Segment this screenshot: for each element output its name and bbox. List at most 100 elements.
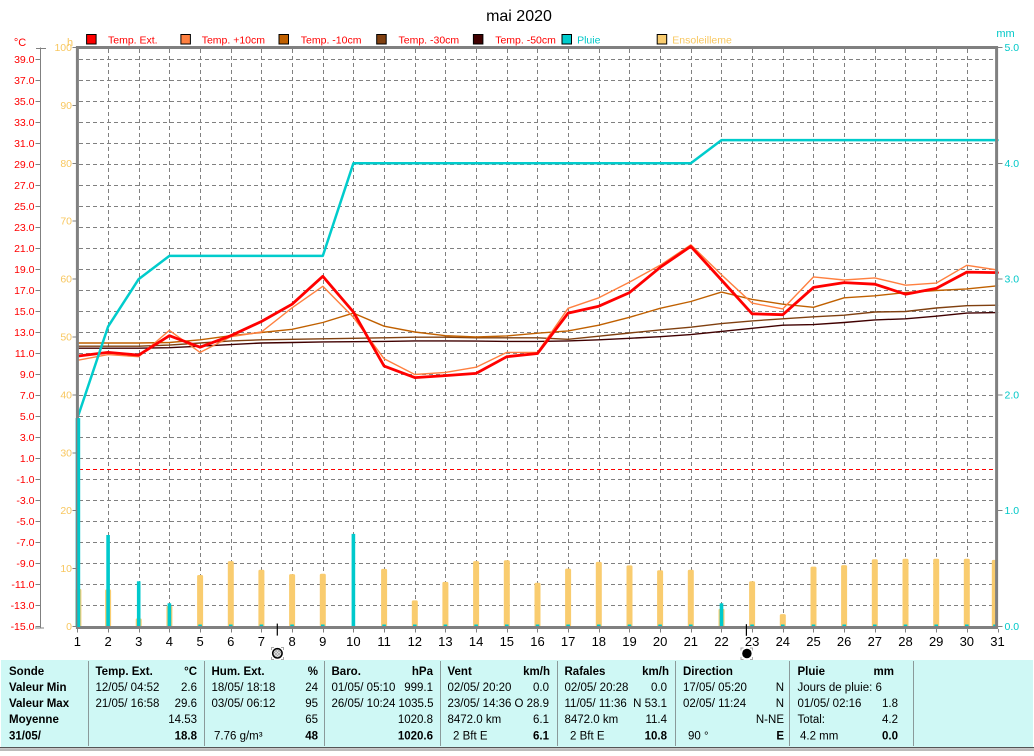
svg-text:1035.5: 1035.5 bbox=[398, 698, 433, 710]
svg-text:10: 10 bbox=[346, 634, 360, 649]
svg-text:100: 100 bbox=[54, 42, 72, 54]
svg-text:30: 30 bbox=[960, 634, 974, 649]
svg-text:1: 1 bbox=[74, 634, 81, 649]
svg-text:70: 70 bbox=[60, 216, 72, 228]
svg-text:1.8: 1.8 bbox=[882, 698, 898, 710]
svg-text:0: 0 bbox=[66, 621, 72, 633]
svg-text:24: 24 bbox=[776, 634, 790, 649]
svg-text:0.0: 0.0 bbox=[1005, 621, 1020, 633]
svg-text:8472.0 km: 8472.0 km bbox=[448, 714, 502, 726]
svg-text:7.0: 7.0 bbox=[20, 390, 35, 402]
svg-text:Temp. -30cm: Temp. -30cm bbox=[399, 35, 460, 47]
svg-text:29.6: 29.6 bbox=[175, 698, 197, 710]
svg-text:Jours de pluie: 6: Jours de pluie: 6 bbox=[798, 682, 882, 694]
svg-text:2.6: 2.6 bbox=[181, 682, 197, 694]
svg-text:25.0: 25.0 bbox=[14, 201, 35, 213]
svg-text:11.4: 11.4 bbox=[645, 714, 667, 726]
svg-text:11/05/ 11:36: 11/05/ 11:36 bbox=[565, 698, 627, 710]
svg-text:3.0: 3.0 bbox=[20, 432, 35, 444]
svg-text:Pluie: Pluie bbox=[577, 35, 601, 47]
svg-text:31.0: 31.0 bbox=[14, 138, 35, 150]
svg-text:29.0: 29.0 bbox=[14, 159, 35, 171]
svg-text:18.8: 18.8 bbox=[175, 731, 198, 743]
svg-text:12/05/ 04:52: 12/05/ 04:52 bbox=[96, 682, 160, 694]
svg-text:95: 95 bbox=[305, 698, 318, 710]
svg-text:15.0: 15.0 bbox=[14, 306, 35, 318]
svg-text:6.1: 6.1 bbox=[533, 731, 550, 743]
svg-text:8472.0 km: 8472.0 km bbox=[565, 714, 619, 726]
svg-text:hPa: hPa bbox=[412, 666, 434, 678]
svg-text:30: 30 bbox=[60, 447, 72, 459]
svg-text:31: 31 bbox=[990, 634, 1004, 649]
svg-text:33.0: 33.0 bbox=[14, 117, 35, 129]
svg-text:6: 6 bbox=[227, 634, 234, 649]
svg-text:N: N bbox=[776, 698, 784, 710]
svg-text:14.53: 14.53 bbox=[168, 714, 197, 726]
svg-text:3.0: 3.0 bbox=[1005, 274, 1020, 286]
svg-text:Temp. Ext.: Temp. Ext. bbox=[108, 35, 158, 47]
svg-text:18: 18 bbox=[592, 634, 606, 649]
svg-text:-9.0: -9.0 bbox=[16, 558, 34, 570]
svg-text:°C: °C bbox=[14, 37, 26, 49]
svg-text:10: 10 bbox=[60, 563, 72, 575]
svg-text:0.0: 0.0 bbox=[882, 731, 898, 743]
svg-text:4.2 mm: 4.2 mm bbox=[800, 731, 838, 743]
svg-text:11.0: 11.0 bbox=[15, 348, 35, 360]
svg-text:N 53.1: N 53.1 bbox=[633, 698, 667, 710]
svg-text:-11.0: -11.0 bbox=[11, 579, 34, 591]
svg-text:37.0: 37.0 bbox=[14, 75, 35, 87]
svg-text:27: 27 bbox=[868, 634, 882, 649]
svg-text:5.0: 5.0 bbox=[1005, 42, 1020, 54]
svg-text:19.0: 19.0 bbox=[14, 264, 35, 276]
svg-text:Pluie: Pluie bbox=[798, 666, 825, 678]
svg-text:9: 9 bbox=[319, 634, 326, 649]
svg-text:9.0: 9.0 bbox=[20, 369, 35, 381]
svg-text:Sonde: Sonde bbox=[9, 666, 44, 678]
svg-text:4.2: 4.2 bbox=[882, 714, 898, 726]
svg-text:17/05/ 05:20: 17/05/ 05:20 bbox=[683, 682, 747, 694]
svg-text:Valeur Max: Valeur Max bbox=[9, 698, 70, 710]
svg-text:19: 19 bbox=[622, 634, 636, 649]
svg-text:21: 21 bbox=[684, 634, 698, 649]
svg-text:3: 3 bbox=[135, 634, 142, 649]
svg-text:°C: °C bbox=[184, 666, 197, 678]
svg-text:25: 25 bbox=[806, 634, 820, 649]
svg-text:5: 5 bbox=[196, 634, 203, 649]
svg-text:E: E bbox=[776, 731, 784, 743]
svg-text:17: 17 bbox=[561, 634, 575, 649]
svg-text:23.0: 23.0 bbox=[14, 222, 35, 234]
svg-text:90: 90 bbox=[60, 100, 72, 112]
svg-text:14: 14 bbox=[469, 634, 483, 649]
svg-text:02/05/ 11:24: 02/05/ 11:24 bbox=[683, 698, 747, 710]
svg-text:Moyenne: Moyenne bbox=[9, 714, 59, 726]
svg-text:1.0: 1.0 bbox=[20, 453, 35, 465]
svg-text:Temp. Ext.: Temp. Ext. bbox=[96, 666, 153, 678]
svg-text:5.0: 5.0 bbox=[20, 411, 35, 423]
svg-text:65: 65 bbox=[305, 714, 318, 726]
svg-text:1020.6: 1020.6 bbox=[398, 731, 433, 743]
svg-text:mm: mm bbox=[996, 28, 1014, 40]
svg-text:10.8: 10.8 bbox=[645, 731, 668, 743]
svg-text:26/05/ 10:24: 26/05/ 10:24 bbox=[332, 698, 397, 710]
svg-text:29: 29 bbox=[929, 634, 943, 649]
svg-text:23/05/ 14:36: 23/05/ 14:36 bbox=[448, 698, 512, 710]
svg-text:-1.0: -1.0 bbox=[16, 474, 34, 486]
svg-text:km/h: km/h bbox=[523, 666, 550, 678]
svg-text:35.0: 35.0 bbox=[14, 96, 35, 108]
svg-text:24: 24 bbox=[305, 682, 318, 694]
svg-text:0.0: 0.0 bbox=[651, 682, 667, 694]
svg-text:Temp. -50cm: Temp. -50cm bbox=[495, 35, 556, 47]
svg-text:N-NE: N-NE bbox=[756, 714, 784, 726]
svg-text:-5.0: -5.0 bbox=[16, 516, 34, 528]
svg-text:2 Bft E: 2 Bft E bbox=[570, 731, 605, 743]
svg-text:Direction: Direction bbox=[683, 666, 733, 678]
svg-text:23: 23 bbox=[745, 634, 759, 649]
svg-text:02/05/ 20:28: 02/05/ 20:28 bbox=[565, 682, 629, 694]
svg-text:20: 20 bbox=[60, 505, 72, 517]
svg-text:mm: mm bbox=[874, 666, 894, 678]
svg-text:80: 80 bbox=[60, 158, 72, 170]
svg-text:13: 13 bbox=[438, 634, 452, 649]
svg-text:11: 11 bbox=[377, 634, 391, 649]
svg-text:48: 48 bbox=[305, 731, 318, 743]
svg-text:01/05/ 05:10: 01/05/ 05:10 bbox=[332, 682, 396, 694]
